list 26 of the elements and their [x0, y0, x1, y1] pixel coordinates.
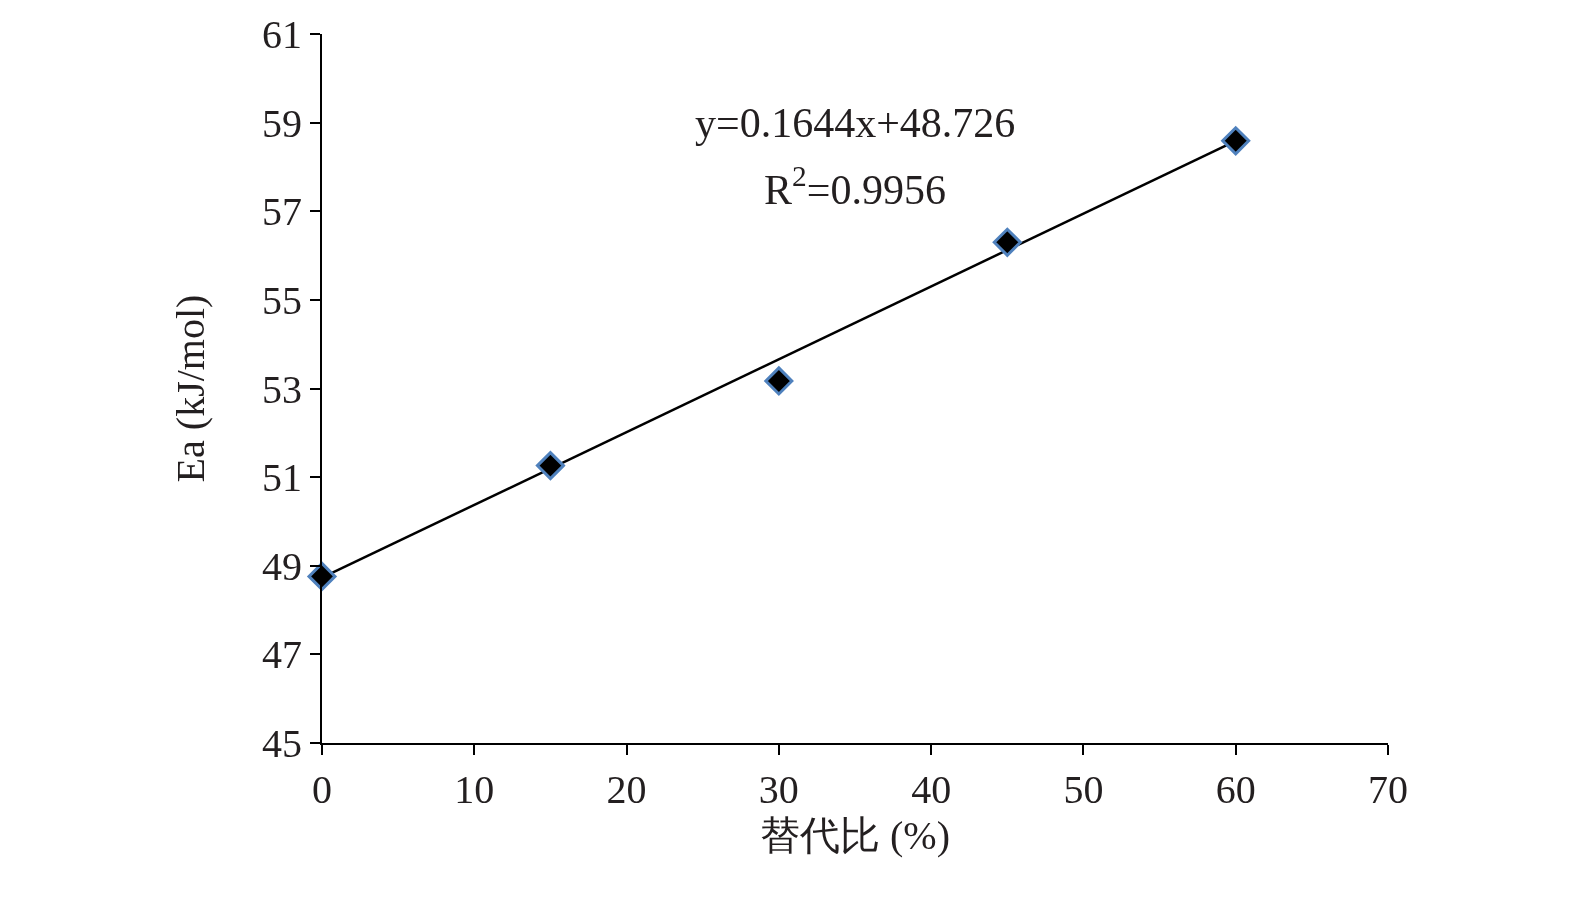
x-tick-label: 50	[1063, 767, 1104, 812]
point	[764, 366, 794, 396]
annotation: y=0.1644x+48.726	[695, 100, 1016, 146]
y-tick-label: 61	[262, 12, 302, 57]
x-tick-label: 30	[758, 767, 799, 812]
y-tick-label: 45	[262, 721, 302, 766]
point	[992, 227, 1022, 257]
y-tick-label: 49	[262, 543, 302, 589]
annotation: R$^{2}$=0.9956	[764, 160, 946, 213]
y-tick-label: 59	[262, 100, 302, 146]
y-tick-label: 57	[262, 189, 302, 235]
point	[1221, 126, 1251, 156]
x-tick-label: 70	[1368, 767, 1408, 812]
x-tick-label: 40	[911, 767, 952, 812]
x-axis-title: 替代比 (%)	[760, 813, 950, 858]
y-tick-label: 53	[262, 366, 302, 412]
x-tick-label: 10	[454, 767, 495, 812]
point	[307, 561, 337, 591]
x-tick-label: 60	[1215, 767, 1256, 812]
y-tick-label: 51	[262, 455, 302, 501]
point	[535, 451, 565, 481]
x-tick-label: 20	[606, 767, 647, 812]
y-tick-label: 55	[262, 277, 302, 323]
y-axis-title: Ea (kJ/mol)	[168, 294, 213, 483]
x-tick-label: 0	[312, 767, 332, 812]
y-tick-label: 47	[262, 632, 302, 678]
